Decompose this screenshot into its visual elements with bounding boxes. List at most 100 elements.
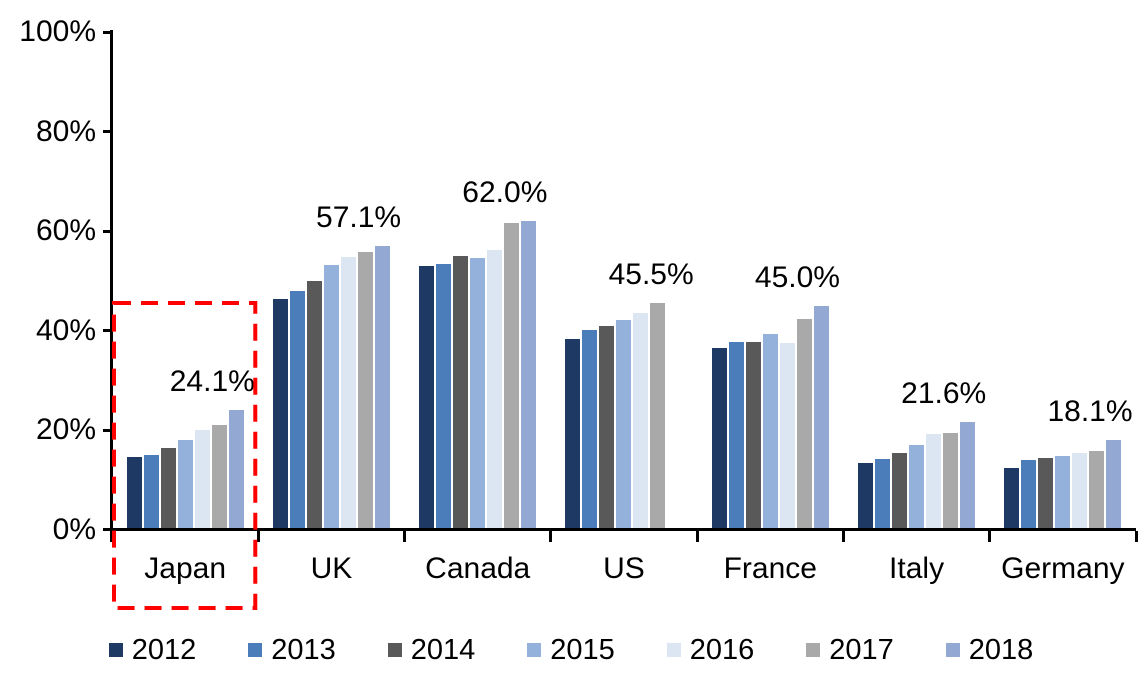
value-label-uk: 57.1% [316, 200, 402, 234]
value-label-italy: 21.6% [901, 377, 987, 411]
bar-2014-uk [306, 281, 322, 530]
bar-2015-germany [1055, 455, 1071, 530]
value-label-france: 45.0% [754, 260, 840, 294]
y-axis-line [110, 30, 113, 542]
legend-label-2015: 2015 [550, 634, 615, 666]
legend-swatch-2018 [945, 643, 960, 657]
x-axis-tick-mark [110, 531, 114, 542]
legend-item-2015: 2015 [527, 634, 615, 666]
legend-swatch-2013 [248, 643, 263, 657]
bar-2018-italy [960, 422, 976, 530]
legend-label-2016: 2016 [689, 634, 755, 666]
legend: 2012 2013 2014 2015 2016 2017 2018 [0, 630, 1142, 670]
bar-2012-germany [1004, 467, 1020, 530]
bar-2015-france [762, 333, 778, 530]
bar-2016-canada [487, 250, 503, 530]
bar-2017-canada [504, 223, 520, 530]
legend-swatch-2017 [806, 643, 821, 657]
x-axis-label-italy: Italy [889, 552, 945, 585]
category-group-us: 45.5% [551, 0, 697, 530]
plot-area: 24.1% 57.1% 62.0% 45.5% 45.0% 21.6% 18.1% [112, 0, 1136, 530]
y-axis-tick-label: 40% [35, 313, 96, 347]
x-axis-label-japan: Japan [144, 552, 227, 585]
y-axis-tick-label: 100% [19, 15, 96, 48]
category-group-japan: 24.1% [112, 0, 258, 530]
bar-2015-canada [470, 258, 486, 530]
bar-2012-italy [858, 463, 874, 530]
x-axis-line [103, 528, 1136, 531]
x-axis-tick-mark [549, 531, 553, 542]
x-axis-tick-mark [695, 531, 699, 542]
y-axis-tick-label: 0% [52, 513, 96, 546]
bar-2015-italy [909, 445, 925, 530]
legend-item-2017: 2017 [806, 634, 894, 666]
bar-2013-france [728, 341, 744, 530]
bar-2016-france [779, 342, 795, 530]
bar-2013-canada [436, 263, 452, 530]
y-axis-tick-mark [103, 130, 112, 134]
bar-2014-japan [160, 447, 176, 530]
bar-2015-us [616, 320, 632, 530]
x-axis-tick-mark [988, 531, 992, 542]
bar-2017-uk [357, 252, 373, 530]
x-axis-label-us: US [603, 552, 645, 585]
legend-label-2017: 2017 [829, 634, 894, 666]
y-axis-tick-mark [103, 428, 112, 432]
bar-2014-canada [453, 256, 469, 530]
legend-item-2018: 2018 [945, 634, 1034, 666]
y-axis-tick-label: 60% [35, 214, 96, 248]
legend-label-2013: 2013 [271, 634, 336, 666]
legend-swatch-2015 [527, 643, 542, 657]
x-axis-label-germany: Germany [1001, 552, 1125, 585]
bar-2012-japan [126, 456, 142, 530]
bar-2014-us [599, 325, 615, 530]
y-axis-tick-label: 80% [35, 114, 96, 148]
y-axis-tick-mark [103, 329, 112, 333]
bar-2015-japan [177, 440, 193, 530]
bar-2018-france [813, 305, 829, 530]
y-axis-tick-label: 20% [35, 413, 96, 447]
value-label-germany: 18.1% [1047, 394, 1133, 428]
legend-item-2013: 2013 [248, 634, 336, 666]
y-axis-tick-mark [103, 30, 112, 34]
bar-2018-germany [1106, 439, 1122, 530]
bar-2013-germany [1021, 460, 1037, 530]
bar-2017-us [650, 303, 666, 530]
legend-label-2012: 2012 [131, 634, 197, 666]
bar-2017-france [796, 318, 812, 530]
bar-2012-us [565, 339, 581, 530]
x-axis-label-uk: UK [310, 552, 353, 585]
category-group-france: 45.0% [697, 0, 843, 530]
legend-item-2016: 2016 [666, 634, 755, 666]
category-group-uk: 57.1% [258, 0, 404, 530]
category-group-germany: 18.1% [990, 0, 1136, 530]
value-label-canada: 62.0% [462, 176, 548, 210]
bar-2013-us [582, 329, 598, 530]
x-axis-tick-mark [841, 531, 845, 542]
bar-2012-canada [419, 265, 435, 530]
legend-swatch-2012 [108, 643, 123, 657]
bar-2016-us [633, 312, 649, 530]
bar-2013-uk [289, 290, 305, 530]
category-group-canada: 62.0% [405, 0, 551, 530]
bar-2012-france [711, 347, 727, 530]
bar-2017-germany [1089, 450, 1105, 530]
legend-item-2014: 2014 [387, 634, 476, 666]
value-label-japan: 24.1% [169, 364, 255, 398]
x-axis-tick-mark [1134, 531, 1138, 542]
bar-2018-uk [374, 245, 390, 530]
bar-2016-japan [194, 430, 210, 530]
x-axis-label-canada: Canada [425, 552, 531, 585]
bar-2017-japan [211, 424, 227, 530]
bar-2017-italy [943, 433, 959, 530]
x-axis-label-france: France [723, 552, 817, 585]
bar-2014-france [745, 341, 761, 530]
value-label-us: 45.5% [608, 258, 694, 292]
category-group-italy: 21.6% [843, 0, 989, 530]
legend-label-2018: 2018 [968, 634, 1034, 666]
y-axis-tick-mark [103, 229, 112, 233]
legend-swatch-2014 [387, 643, 402, 657]
legend-label-2014: 2014 [410, 634, 476, 666]
bar-2018-canada [521, 221, 537, 530]
